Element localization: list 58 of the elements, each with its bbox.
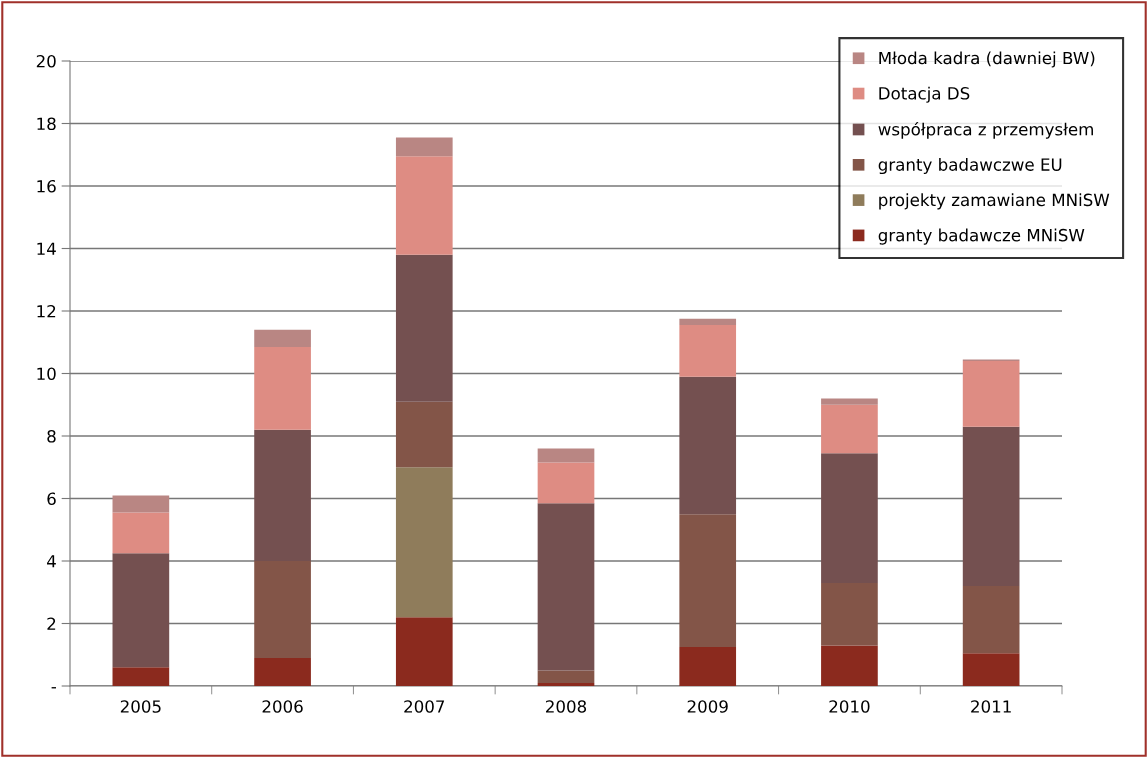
x-tick-label: 2011 bbox=[971, 700, 1011, 713]
bar bbox=[395, 617, 453, 686]
x-tick-label: 2007 bbox=[404, 700, 445, 713]
bar bbox=[537, 670, 595, 683]
y-tick-label: 10 bbox=[37, 367, 56, 381]
bar bbox=[821, 453, 878, 583]
legend-label: projekty zamawiane MNiSW bbox=[879, 193, 1110, 210]
bar bbox=[962, 586, 1020, 654]
legend-label: granty badawcze MNiSW bbox=[878, 228, 1085, 245]
bar bbox=[112, 495, 170, 513]
x-tick-label: 2009 bbox=[687, 700, 728, 713]
bar bbox=[821, 645, 878, 686]
bar bbox=[112, 512, 170, 554]
bar bbox=[537, 682, 595, 686]
bar bbox=[254, 561, 311, 658]
legend-label: Dotacja DS bbox=[879, 86, 970, 103]
bar bbox=[395, 156, 453, 255]
legend-label: współpraca z przemysłem bbox=[878, 122, 1093, 139]
bar bbox=[395, 137, 453, 157]
bar bbox=[679, 376, 737, 515]
bar bbox=[395, 254, 453, 402]
legend-label: Młoda kadra (dawniej BW) bbox=[879, 51, 1095, 68]
bar bbox=[254, 329, 311, 347]
x-tick-label: 2010 bbox=[829, 700, 870, 713]
y-tick-label: 4 bbox=[47, 555, 56, 568]
bar bbox=[112, 667, 170, 686]
bar bbox=[679, 325, 737, 377]
bar bbox=[821, 404, 878, 454]
bar bbox=[679, 514, 737, 647]
bar bbox=[962, 361, 1020, 427]
y-tick-label: 14 bbox=[37, 242, 56, 255]
bar bbox=[537, 503, 595, 671]
bar bbox=[821, 582, 878, 646]
y-tick-label: 18 bbox=[37, 117, 56, 131]
y-tick-label: 6 bbox=[47, 492, 56, 506]
y-tick-label: 16 bbox=[37, 179, 56, 193]
y-tick-label: 8 bbox=[47, 429, 56, 443]
bar bbox=[679, 646, 737, 686]
bar bbox=[254, 657, 311, 686]
bar bbox=[821, 398, 878, 405]
x-tick-label: 2006 bbox=[262, 700, 303, 713]
bar bbox=[395, 401, 453, 468]
y-tick-label: 20 bbox=[36, 54, 56, 68]
x-tick-label: 2005 bbox=[120, 700, 161, 713]
bar bbox=[962, 426, 1020, 586]
bar bbox=[537, 448, 595, 463]
bar bbox=[254, 429, 311, 561]
legend-label: granty badawczwe EU bbox=[878, 157, 1062, 175]
y-tick-label: 12 bbox=[37, 304, 56, 318]
bar bbox=[537, 462, 595, 504]
bar bbox=[395, 467, 453, 618]
y-tick-label: 2 bbox=[47, 617, 56, 630]
bar bbox=[254, 346, 311, 430]
bar bbox=[962, 653, 1020, 686]
x-tick-label: 2008 bbox=[546, 700, 587, 713]
bar bbox=[112, 553, 170, 668]
bar bbox=[679, 318, 737, 326]
y-tick-label: - bbox=[51, 687, 56, 689]
